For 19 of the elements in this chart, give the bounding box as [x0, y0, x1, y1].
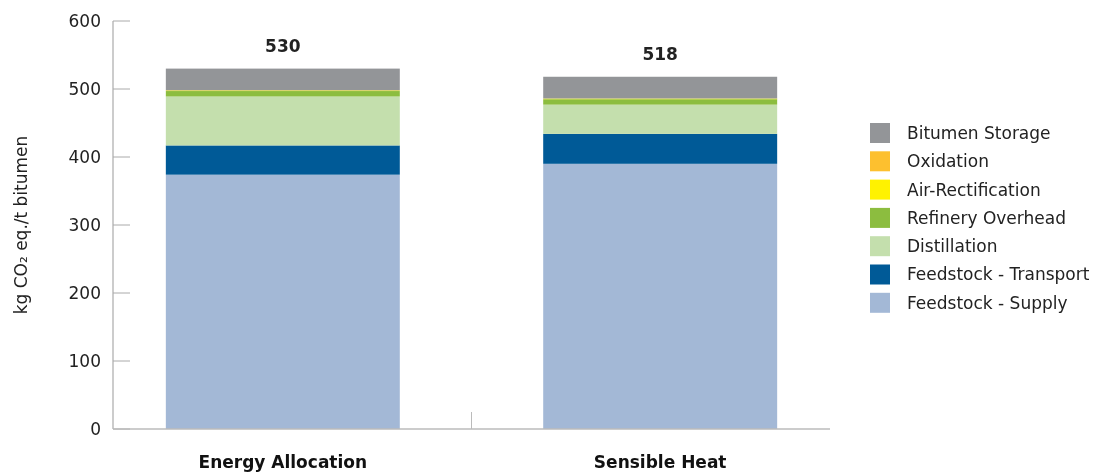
legend-label: Bitumen Storage — [907, 122, 1051, 143]
x-tick-label: Energy Allocation — [198, 452, 368, 472]
y-tick-label: 100 — [68, 350, 101, 371]
x-tick-label: Sensible Heat — [593, 452, 727, 472]
total-label: 530 — [265, 35, 301, 56]
legend-label: Distillation — [907, 236, 998, 257]
y-tick-label: 400 — [68, 146, 101, 167]
legend-label: Oxidation — [907, 151, 989, 172]
y-tick-label: 200 — [68, 282, 101, 303]
y-tick-label: 600 — [68, 10, 101, 31]
y-axis-title: kg CO₂ eq./t bitumen — [11, 135, 31, 315]
legend-label: Refinery Overhead — [907, 207, 1066, 228]
y-tick-label: 500 — [68, 78, 101, 99]
total-label: 518 — [642, 43, 678, 64]
y-tick-label: 0 — [90, 418, 101, 439]
legend-label: Feedstock - Supply — [907, 292, 1068, 313]
legend-label: Air-Rectification — [907, 179, 1041, 200]
y-tick-label: 300 — [68, 214, 101, 235]
legend-label: Feedstock - Transport — [907, 264, 1090, 285]
